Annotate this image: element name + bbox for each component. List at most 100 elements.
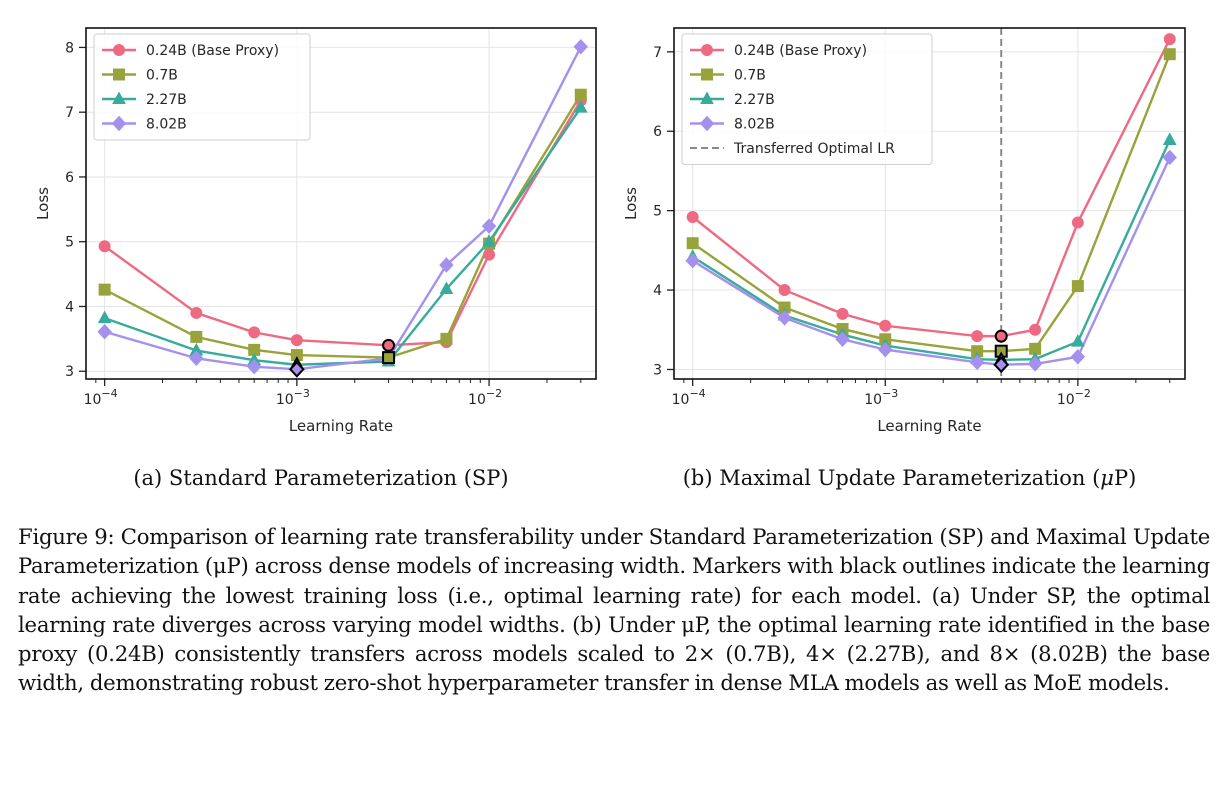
data-point [97, 310, 112, 324]
data-point [1071, 216, 1084, 229]
legend-label: 2.27B [146, 92, 187, 108]
data-point [878, 341, 893, 358]
optimal-data-point [994, 329, 1008, 343]
y-tick-label: 5 [65, 235, 74, 251]
data-point [98, 283, 111, 296]
data-point [1163, 33, 1176, 46]
x-tick-label: 10−3 [864, 387, 898, 408]
chart-panel-sp: 10−4 10−3 10−2 3 4 5 6 7 8 Learning Rate Loss 0.24B… [34, 27, 597, 490]
data-point [1163, 48, 1176, 61]
data-point [189, 350, 204, 367]
data-point [439, 257, 454, 273]
legend-label: 2.27B [734, 92, 775, 108]
x-tick-exponent: −3 [882, 387, 898, 400]
legend-marker [113, 68, 125, 81]
x-tick-exponent: −3 [294, 387, 310, 400]
data-point [574, 88, 587, 101]
y-tick-label: 3 [65, 364, 74, 380]
optimal-data-point [288, 360, 305, 378]
legend: 0.24B (Base Proxy) 0.7B 2.27B 8.02B Transfer… [681, 33, 933, 165]
legend-marker [701, 68, 713, 81]
optimal-data-point [382, 338, 396, 352]
subcaption: (b) Maximal Update Parameterization (μP) [683, 466, 1137, 490]
data-point [1029, 323, 1042, 336]
subcaption-end: P) [1114, 466, 1136, 490]
data-point [190, 306, 203, 319]
data-point [439, 281, 454, 294]
figure-caption: Figure 9: Comparison of learning rate tr… [18, 524, 1210, 696]
legend-label: Transferred Optimal LR [733, 141, 895, 157]
y-tick-label: 8 [65, 40, 74, 56]
data-point [1162, 149, 1177, 166]
subcaption-mu: μ [1100, 466, 1114, 490]
data-point [482, 234, 496, 247]
data-point [969, 354, 985, 371]
legend-marker [112, 91, 126, 104]
data-point [190, 330, 203, 343]
x-tick-exponent: −4 [101, 387, 117, 400]
legend-label: 0.7B [734, 68, 766, 84]
legend-label: 8.02B [734, 117, 775, 133]
series-line [692, 156, 1171, 366]
legend-marker [701, 44, 713, 56]
data-point [971, 330, 984, 343]
y-tick-label: 7 [65, 105, 74, 121]
y-axis-label: Loss [622, 187, 640, 220]
legend-marker [699, 115, 715, 132]
x-tick-label: 10−4 [672, 387, 706, 408]
data-point [836, 307, 849, 320]
legend-label: 0.7B [146, 68, 178, 84]
data-point [685, 252, 700, 269]
legend-label: 0.24B (Base Proxy) [734, 43, 867, 59]
data-point [686, 237, 699, 250]
data-point [1071, 334, 1085, 347]
legend-marker [111, 115, 127, 132]
legend-label: 0.24B (Base Proxy) [146, 43, 279, 59]
x-tick-label: 10−2 [468, 387, 502, 408]
data-point [835, 331, 850, 348]
subcaption-part: (b) Maximal Update Parameterization ( [683, 466, 1101, 490]
legend-box [93, 33, 311, 141]
series-line [104, 94, 582, 359]
x-tick-label: 10−2 [1057, 387, 1091, 408]
data-point [440, 332, 453, 345]
data-point [1070, 349, 1086, 365]
y-tick-label: 7 [653, 45, 662, 61]
data-point [483, 248, 496, 261]
optimal-data-point [993, 356, 1010, 374]
y-tick-label: 6 [653, 124, 662, 140]
data-point [1071, 280, 1084, 293]
x-tick-label: 10−4 [84, 387, 118, 408]
optimal-data-point [382, 351, 396, 365]
y-tick-label: 6 [65, 170, 74, 186]
data-point [97, 323, 112, 340]
data-point [686, 211, 699, 223]
series-line [103, 99, 582, 347]
legend-marker [113, 44, 125, 56]
data-point [778, 284, 791, 297]
y-tick-label: 5 [653, 204, 662, 220]
axes-frame [85, 27, 597, 380]
data-point [481, 218, 497, 234]
x-tick-exponent: −4 [689, 387, 705, 400]
x-tick-label: 10−3 [276, 387, 310, 408]
series-line [692, 139, 1171, 362]
data-point [248, 326, 261, 339]
axes-frame [673, 27, 1186, 380]
legend-marker [700, 91, 714, 104]
data-point [777, 310, 792, 326]
data-point [573, 100, 588, 113]
figure: 10−4 10−3 10−2 3 4 5 6 7 8 Learning Rate Loss 0.24B… [34, 27, 1186, 490]
x-axis-label: Learning Rate [289, 417, 393, 435]
data-point [290, 334, 303, 347]
data-point [1027, 356, 1043, 372]
data-point [98, 240, 111, 253]
data-point [1162, 132, 1177, 145]
data-point [247, 358, 262, 375]
legend-box [681, 33, 933, 165]
data-point [573, 39, 588, 55]
subcaption: (a) Standard Parameterization (SP) [133, 466, 508, 490]
data-point [879, 319, 892, 332]
series-line [104, 46, 582, 371]
chart-panel-mup: 10−4 10−3 10−2 3 4 5 6 7 Learning Rate Loss 0.24B … [622, 27, 1186, 490]
